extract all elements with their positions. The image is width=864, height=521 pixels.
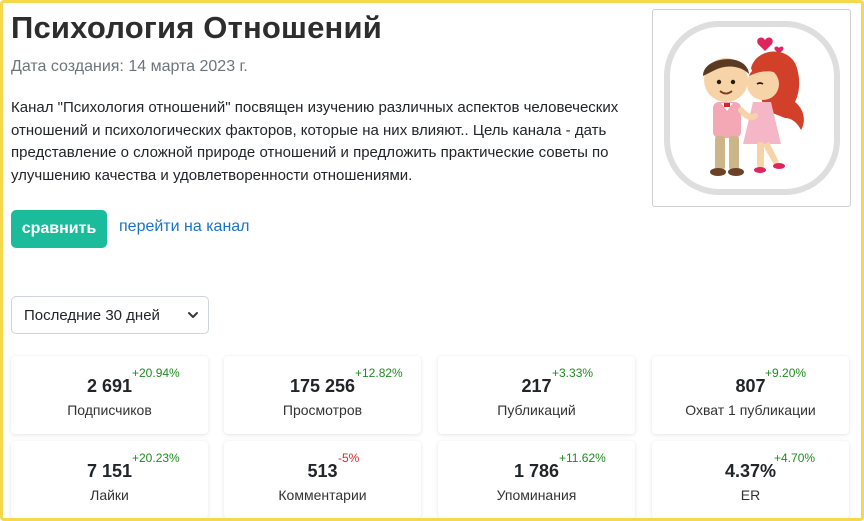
stat-delta: +4.70% [774, 451, 816, 465]
chevron-down-icon [188, 312, 198, 318]
couple-kiss-illustration-icon [664, 21, 840, 195]
period-select[interactable]: Последние 30 дней [11, 296, 209, 334]
stat-value: 175 256 [289, 376, 356, 396]
stat-card-publications: 217 +3.33% Публикаций [438, 356, 635, 434]
stat-label: Комментарии [278, 487, 367, 503]
channel-description: Канал "Психология отношений" посвящен из… [11, 99, 619, 184]
stat-card-reach: 807 +9.20% Охват 1 публикации [652, 356, 849, 434]
stat-label: Охват 1 публикации [685, 402, 816, 418]
stat-card-mentions: 1 786 +11.62% Упоминания [438, 441, 635, 518]
page-title: Психология Отношений [11, 10, 382, 45]
stat-value: 807 [735, 376, 766, 396]
stat-delta: +20.94% [132, 366, 180, 380]
stat-delta: +11.62% [559, 451, 606, 465]
stat-value: 4.37% [724, 461, 777, 481]
stat-label: ER [740, 487, 761, 503]
stat-value: 513 [307, 461, 338, 481]
compare-button[interactable]: сравнить [11, 210, 107, 248]
stat-delta: -5% [338, 451, 360, 465]
stat-delta: +20.23% [132, 451, 180, 465]
channel-avatar[interactable] [652, 9, 851, 207]
stat-delta: +9.20% [765, 366, 807, 380]
stat-value: 1 786 [513, 461, 560, 481]
stat-delta: +3.33% [552, 366, 594, 380]
stat-card-views: 175 256 +12.82% Просмотров [224, 356, 421, 434]
stat-label: Упоминания [496, 487, 577, 503]
go-to-channel-link[interactable]: перейти на канал [119, 218, 250, 235]
stat-card-subscribers: 2 691 +20.94% Подписчиков [11, 356, 208, 434]
stat-label: Просмотров [282, 402, 363, 418]
stat-label: Публикаций [497, 402, 576, 418]
stat-card-likes: 7 151 +20.23% Лайки [11, 441, 208, 518]
stat-delta: +12.82% [355, 366, 403, 380]
creation-date: Дата создания: 14 марта 2023 г. [11, 58, 248, 75]
stat-label: Лайки [90, 487, 129, 503]
stat-card-er: 4.37% +4.70% ER [652, 441, 849, 518]
stat-label: Подписчиков [67, 402, 152, 418]
stat-value: 7 151 [86, 461, 133, 481]
stat-value: 2 691 [86, 376, 133, 396]
period-select-value: Последние 30 дней [24, 306, 160, 324]
stat-value: 217 [521, 376, 552, 396]
stat-card-comments: 513 -5% Комментарии [224, 441, 421, 518]
